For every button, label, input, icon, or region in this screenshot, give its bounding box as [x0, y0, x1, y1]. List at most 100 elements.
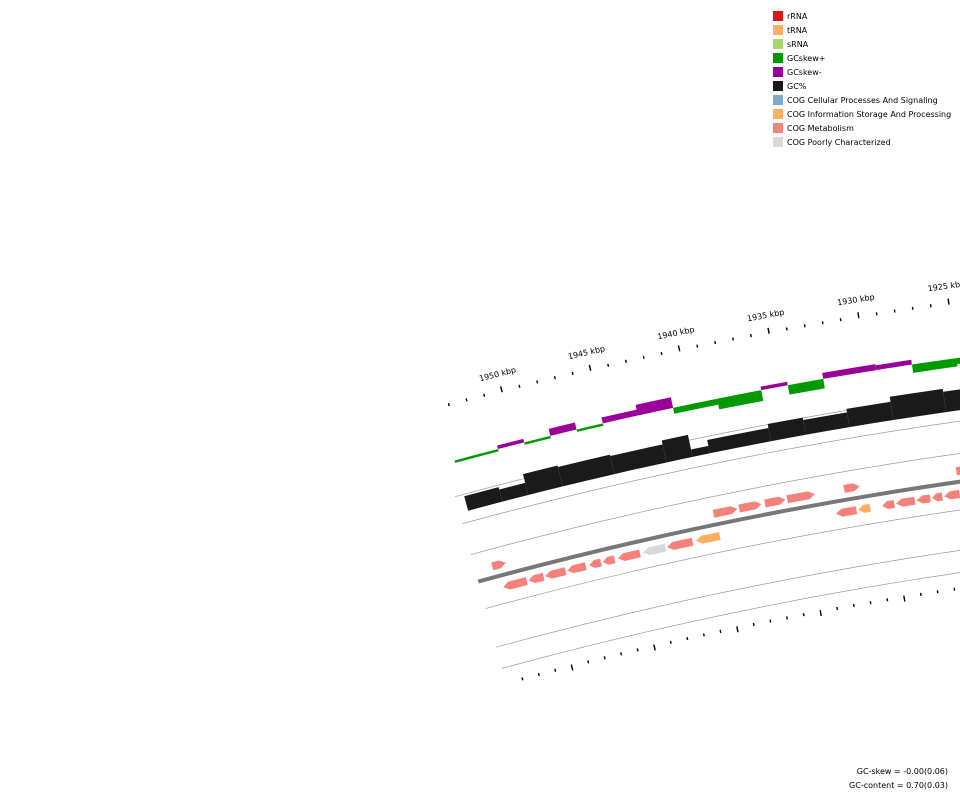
- gc-skew-bin: [601, 409, 638, 424]
- inner-minor-tick: [669, 640, 672, 644]
- guide-ring: [462, 420, 960, 525]
- genome-backbone: [477, 479, 960, 584]
- ruler-minor-tick: [821, 321, 824, 325]
- ruler-minor-tick: [447, 402, 450, 407]
- legend-item: COG Cellular Processes And Signaling: [773, 93, 951, 107]
- inner-kbp-ruler: [521, 587, 956, 681]
- gene-arrow: [738, 501, 762, 513]
- inner-minor-tick: [769, 619, 772, 623]
- inner-minor-tick: [836, 606, 839, 611]
- gc-content-bin: [661, 434, 693, 463]
- inner-minor-tick: [587, 660, 590, 664]
- legend: rRNA tRNA sRNA GCskew+ GCskew- GC% COG Cellula…: [773, 9, 951, 149]
- gc-skew-bin: [454, 449, 499, 463]
- gc-content-bin: [557, 454, 615, 487]
- guide-ring: [501, 572, 960, 669]
- gc-content-bin: [707, 427, 771, 454]
- legend-label: GCskew+: [787, 53, 826, 63]
- legend-item: COG Metabolism: [773, 121, 951, 135]
- gc-skew-bin: [576, 423, 604, 432]
- legend-label: rRNA: [787, 11, 808, 21]
- gene-arrow: [764, 496, 786, 508]
- legend-swatch: [773, 109, 783, 119]
- gene-arrow: [835, 506, 858, 517]
- inner-major-tick: [570, 664, 574, 671]
- legend-item: COG Information Storage And Processing: [773, 107, 951, 121]
- gene-arrow: [695, 532, 721, 544]
- ruler-minor-tick: [571, 371, 574, 376]
- gc-skew-bin: [717, 390, 764, 410]
- gene-arrow: [491, 560, 506, 571]
- gc-skew-bin: [956, 357, 960, 365]
- legend-item: GCskew+: [773, 51, 951, 65]
- legend-label: COG Poorly Characterized: [787, 137, 891, 147]
- gene-arrow: [567, 562, 587, 574]
- backbone-ring: [477, 479, 960, 584]
- gene-arrow: [617, 549, 641, 561]
- inner-minor-tick: [852, 603, 855, 608]
- legend-item: GCskew-: [773, 65, 951, 79]
- gene-arrow: [895, 496, 916, 507]
- ruler-label: 1935 kbp: [746, 308, 785, 324]
- ruler-label: 1950 kbp: [478, 365, 517, 383]
- inner-minor-tick: [603, 656, 606, 660]
- ruler-minor-tick: [803, 324, 806, 328]
- gc-skew-bin: [635, 397, 674, 416]
- ruler-major-tick: [947, 298, 950, 305]
- legend-swatch: [773, 11, 783, 21]
- legend-swatch: [773, 95, 783, 105]
- gene-arrow: [528, 572, 545, 583]
- legend-item: sRNA: [773, 37, 951, 51]
- ruler-minor-tick: [624, 359, 627, 363]
- gc-content-stat: GC-content = 0.70(0.03): [849, 781, 948, 790]
- legend-label: GCskew-: [787, 67, 822, 77]
- ruler-major-tick: [588, 364, 592, 371]
- ruler-major-tick: [857, 312, 860, 319]
- ruler-label: 1930 kbp: [837, 292, 876, 307]
- gene-arrow: [932, 492, 943, 502]
- guide-ring: [496, 550, 960, 648]
- gene-arrow: [643, 543, 667, 556]
- gene-arrow: [545, 567, 567, 579]
- gene-arrow: [843, 483, 860, 493]
- gc-skew-track: [454, 357, 960, 463]
- gene-arrow: [589, 558, 602, 568]
- ruler-minor-tick: [732, 337, 734, 341]
- ruler-minor-tick: [785, 327, 788, 331]
- gc-skew-bin: [524, 435, 551, 445]
- inner-minor-tick: [786, 616, 789, 620]
- legend-label: COG Metabolism: [787, 123, 854, 133]
- gene-arrow: [882, 499, 895, 509]
- legend-label: tRNA: [787, 25, 808, 35]
- ruler-minor-tick: [483, 393, 486, 397]
- ruler-label: 1945 kbp: [567, 344, 606, 361]
- gc-skew-bin: [760, 381, 788, 391]
- ruler-minor-tick: [553, 376, 556, 380]
- gc-content-track: [464, 388, 960, 511]
- ruler-major-tick: [500, 386, 503, 393]
- ruler-major-tick: [767, 327, 770, 334]
- gc-skew-bin: [822, 364, 877, 379]
- inner-major-tick: [736, 626, 739, 633]
- gene-arrow: [667, 537, 694, 550]
- legend-label: GC%: [787, 81, 807, 91]
- ruler-minor-tick: [714, 340, 717, 345]
- gc-skew-bin: [497, 438, 525, 450]
- ruler-minor-tick: [749, 334, 752, 338]
- gc-content-bin: [803, 412, 850, 435]
- legend-swatch: [773, 25, 783, 35]
- ruler-minor-tick: [642, 355, 645, 359]
- legend-label: sRNA: [787, 39, 809, 49]
- ruler-minor-tick: [518, 384, 521, 388]
- legend-item: tRNA: [773, 23, 951, 37]
- legend-swatch: [773, 81, 783, 91]
- inner-major-tick: [819, 609, 822, 617]
- gene-arrow: [503, 577, 528, 590]
- inner-minor-tick: [537, 672, 540, 677]
- gc-skew-bin: [875, 359, 912, 371]
- gc-skew-bin: [911, 358, 958, 373]
- gene-arrow: [955, 466, 960, 476]
- gene-arrow: [786, 491, 815, 504]
- legend-swatch: [773, 39, 783, 49]
